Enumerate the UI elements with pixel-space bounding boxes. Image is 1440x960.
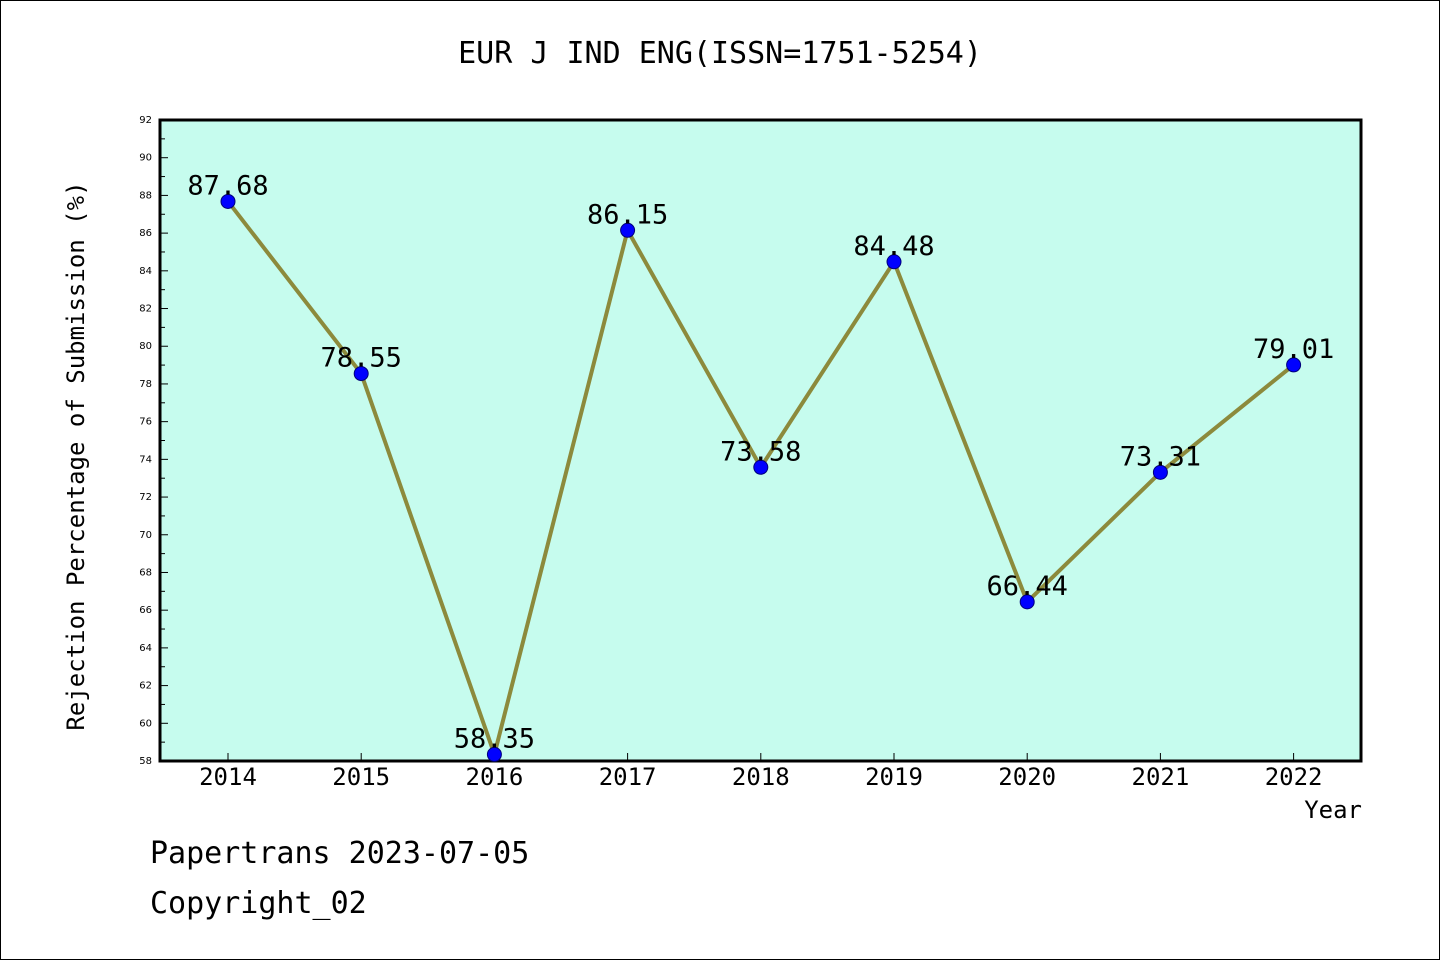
x-tick-label: 2017 <box>599 763 657 791</box>
y-tick-label: 88 <box>139 190 152 201</box>
data-label: 87.68 <box>187 170 268 201</box>
data-point <box>620 222 636 238</box>
y-tick-label: 80 <box>139 341 152 352</box>
y-tick-label: 90 <box>139 153 152 164</box>
data-label: 73.31 <box>1120 441 1201 472</box>
x-tick-label: 2018 <box>732 763 790 791</box>
y-tick-label: 66 <box>139 605 152 616</box>
data-label: 78.55 <box>321 343 402 374</box>
data-label: 86.15 <box>587 199 668 230</box>
data-point <box>486 746 502 762</box>
y-tick-label: 86 <box>139 228 152 239</box>
plot-area <box>158 118 1363 763</box>
footer-date: Papertrans 2023-07-05 <box>150 836 530 871</box>
y-tick-label: 64 <box>139 643 152 654</box>
chart-title: EUR J IND ENG(ISSN=1751-5254) <box>458 36 982 71</box>
data-point <box>753 459 769 475</box>
data-label: 73.58 <box>720 436 801 467</box>
y-tick-label: 68 <box>139 567 152 578</box>
data-point <box>1152 464 1168 480</box>
y-tick-label: 82 <box>139 304 152 315</box>
y-tick-label: 92 <box>139 115 152 126</box>
y-tick-label: 72 <box>139 492 152 503</box>
y-tick-label: 62 <box>139 681 152 692</box>
y-tick-label: 78 <box>139 379 152 390</box>
y-tick-label: 74 <box>139 454 152 465</box>
x-tick-label: 2015 <box>332 763 390 791</box>
data-point <box>220 193 236 209</box>
x-tick-label: 2022 <box>1265 763 1323 791</box>
y-tick-label: 70 <box>139 530 152 541</box>
x-tick-label: 2019 <box>865 763 923 791</box>
y-tick-label: 84 <box>139 266 152 277</box>
data-label: 66.44 <box>987 571 1068 602</box>
data-label: 79.01 <box>1253 334 1334 365</box>
x-tick-label: 2020 <box>998 763 1056 791</box>
data-label: 58.35 <box>454 723 535 754</box>
y-tick-label: 76 <box>139 417 152 428</box>
y-tick-label: 60 <box>139 718 152 729</box>
x-tick-label: 2016 <box>466 763 524 791</box>
x-tick-label: 2021 <box>1132 763 1190 791</box>
x-tick-label: 2014 <box>199 763 257 791</box>
footer-copyright: Copyright_02 <box>150 886 367 921</box>
y-tick-label: 58 <box>139 756 152 767</box>
data-point <box>1019 594 1035 610</box>
data-label: 84.48 <box>853 231 934 262</box>
x-axis-label: Year <box>1304 796 1362 824</box>
data-point <box>886 254 902 270</box>
data-point <box>353 366 369 382</box>
data-point <box>1286 357 1302 373</box>
